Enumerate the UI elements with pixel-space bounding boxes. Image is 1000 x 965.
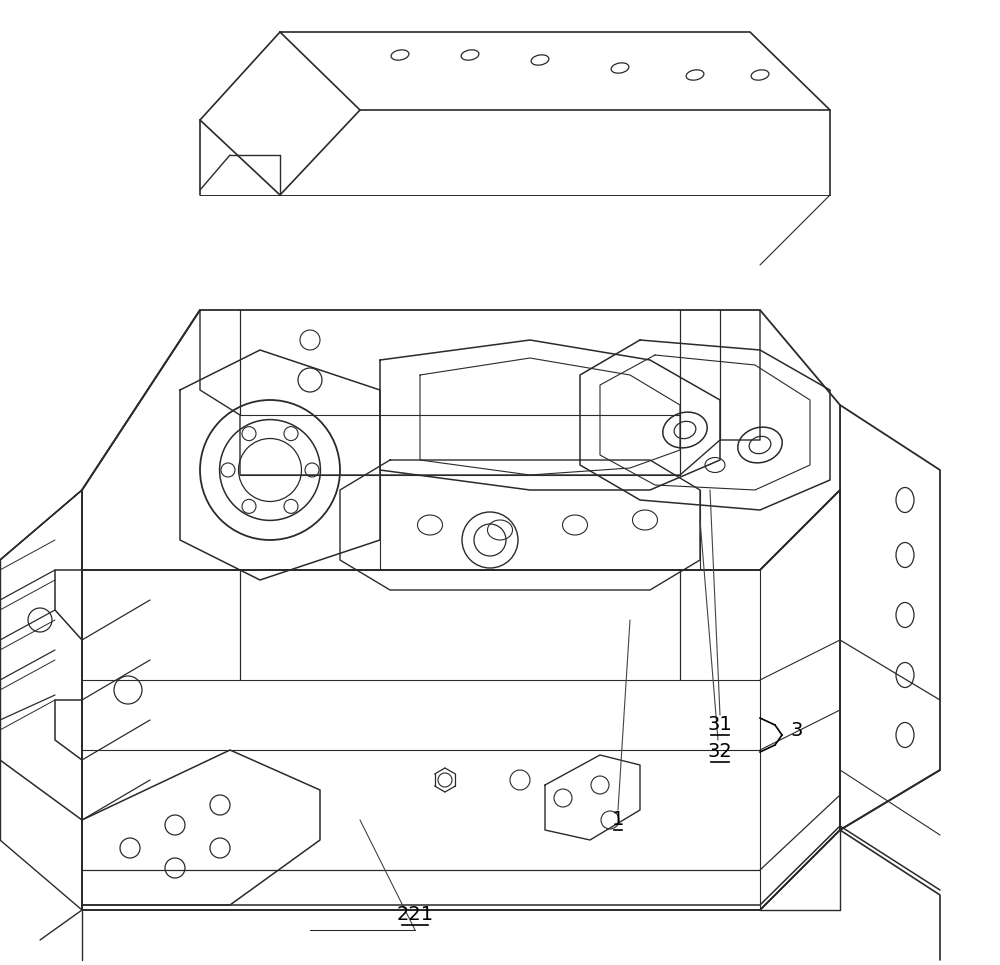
Text: 31: 31 (708, 715, 732, 734)
Text: 221: 221 (396, 905, 434, 924)
Text: 3: 3 (790, 721, 802, 739)
Text: 32: 32 (708, 742, 732, 761)
Text: 1: 1 (612, 810, 624, 829)
